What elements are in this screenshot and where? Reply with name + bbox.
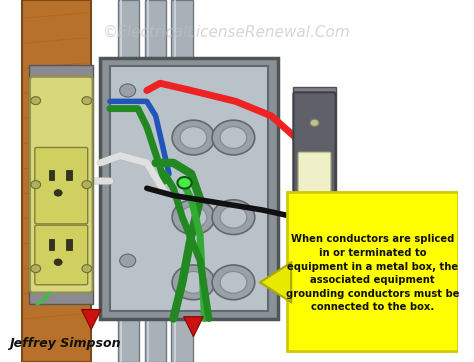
Circle shape <box>212 265 255 300</box>
Circle shape <box>31 181 41 189</box>
FancyBboxPatch shape <box>66 170 72 180</box>
Text: Jeffrey Simpson: Jeffrey Simpson <box>9 337 120 350</box>
FancyBboxPatch shape <box>293 87 336 340</box>
FancyBboxPatch shape <box>100 58 278 319</box>
FancyBboxPatch shape <box>66 239 72 249</box>
Polygon shape <box>82 310 101 329</box>
FancyBboxPatch shape <box>171 315 192 362</box>
FancyBboxPatch shape <box>49 170 54 180</box>
FancyBboxPatch shape <box>118 0 139 62</box>
Circle shape <box>220 206 247 228</box>
Circle shape <box>310 198 319 205</box>
Circle shape <box>180 127 207 148</box>
Circle shape <box>82 97 91 105</box>
FancyBboxPatch shape <box>110 66 268 311</box>
Text: When conductors are spliced
in or terminated to
equipment in a metal box, the
as: When conductors are spliced in or termin… <box>286 234 459 312</box>
FancyBboxPatch shape <box>29 65 93 304</box>
FancyBboxPatch shape <box>145 315 166 362</box>
Circle shape <box>31 265 41 273</box>
Circle shape <box>180 206 207 228</box>
FancyBboxPatch shape <box>30 77 92 292</box>
Circle shape <box>54 259 62 265</box>
Circle shape <box>310 119 319 126</box>
Circle shape <box>172 120 215 155</box>
FancyBboxPatch shape <box>145 0 166 62</box>
FancyBboxPatch shape <box>298 152 331 287</box>
FancyBboxPatch shape <box>118 315 139 362</box>
FancyBboxPatch shape <box>22 0 91 362</box>
Polygon shape <box>183 317 203 337</box>
Circle shape <box>54 190 62 196</box>
FancyBboxPatch shape <box>49 239 54 249</box>
Circle shape <box>177 177 191 189</box>
Polygon shape <box>260 262 291 302</box>
FancyBboxPatch shape <box>35 147 88 224</box>
Text: ©ElectricalLicenseRenewal.Com: ©ElectricalLicenseRenewal.Com <box>103 25 351 40</box>
Circle shape <box>220 272 247 293</box>
Circle shape <box>120 84 136 97</box>
Circle shape <box>212 120 255 155</box>
Circle shape <box>82 181 91 189</box>
Circle shape <box>172 200 215 235</box>
Circle shape <box>310 301 319 308</box>
FancyBboxPatch shape <box>287 192 458 351</box>
FancyBboxPatch shape <box>35 225 88 285</box>
FancyBboxPatch shape <box>171 0 192 62</box>
Circle shape <box>172 265 215 300</box>
FancyBboxPatch shape <box>293 92 336 335</box>
Circle shape <box>180 272 207 293</box>
Circle shape <box>82 265 91 273</box>
Circle shape <box>212 200 255 235</box>
Circle shape <box>120 254 136 267</box>
Circle shape <box>220 127 247 148</box>
Circle shape <box>31 97 41 105</box>
